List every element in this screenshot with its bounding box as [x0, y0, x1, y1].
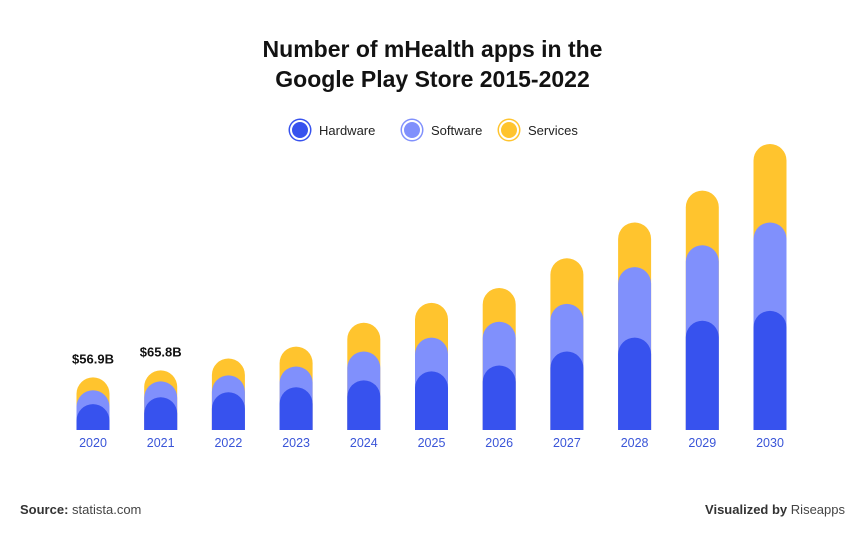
x-tick-label: 2022: [214, 436, 242, 450]
x-tick-label: 2026: [485, 436, 513, 450]
chart-title-line-1: Number of mHealth apps in the: [262, 36, 603, 62]
x-tick-label: 2021: [147, 436, 175, 450]
legend-item-software: Software: [402, 120, 482, 140]
chart-title: Number of mHealth apps in the Google Pla…: [0, 34, 865, 94]
x-tick-label: 2030: [756, 436, 784, 450]
bar-hardware-2029: [685, 320, 719, 430]
bar-hardware-2025: [415, 371, 448, 430]
source-note: Source: statista.com: [20, 502, 141, 517]
bar-hardware-2027: [550, 351, 584, 430]
bar-hardware-2023: [279, 387, 313, 430]
legend-swatch-hardware: [290, 120, 310, 140]
brand-name: Riseapps: [790, 502, 845, 517]
legend-swatch-software: [402, 120, 422, 140]
bar-hardware-2030: [753, 310, 787, 430]
bar-hardware-2024: [347, 380, 381, 430]
source-value: statista.com: [72, 502, 142, 517]
x-tick-label: 2023: [282, 436, 310, 450]
stacked-bar-chart: 2020 $56.9B 2021 $65.8B 2022 2023 2024 2025 2026…: [72, 143, 787, 450]
bar-hardware-2020: [76, 404, 110, 430]
visualized-by-note: Visualized by Riseapps: [705, 502, 845, 517]
x-tick-label: 2027: [553, 436, 581, 450]
x-tick-label: 2025: [418, 436, 446, 450]
x-tick-label: 2029: [688, 436, 716, 450]
bar-hardware-2022: [211, 392, 245, 430]
source-label: Source:: [20, 502, 69, 517]
chart-legend: Hardware Software Services: [0, 120, 865, 146]
legend-item-services: Services: [499, 120, 578, 140]
x-tick-label: 2020: [79, 436, 107, 450]
x-tick-label: 2028: [621, 436, 649, 450]
legend-label-software: Software: [431, 122, 483, 138]
visualized-by-label: Visualized by: [705, 502, 788, 517]
data-label: $65.8B: [140, 344, 182, 359]
bar-hardware-2026: [482, 365, 516, 430]
legend-swatch-services: [499, 120, 519, 140]
bar-hardware-2028: [618, 337, 652, 430]
legend-item-hardware: Hardware: [290, 120, 375, 140]
x-tick-label: 2024: [350, 436, 378, 450]
data-label: $56.9B: [72, 351, 114, 366]
chart-title-line-2: Google Play Store 2015-2022: [275, 66, 590, 92]
bar-hardware-2021: [144, 397, 178, 430]
legend-label-hardware: Hardware: [319, 122, 376, 138]
legend-label-services: Services: [528, 122, 578, 138]
